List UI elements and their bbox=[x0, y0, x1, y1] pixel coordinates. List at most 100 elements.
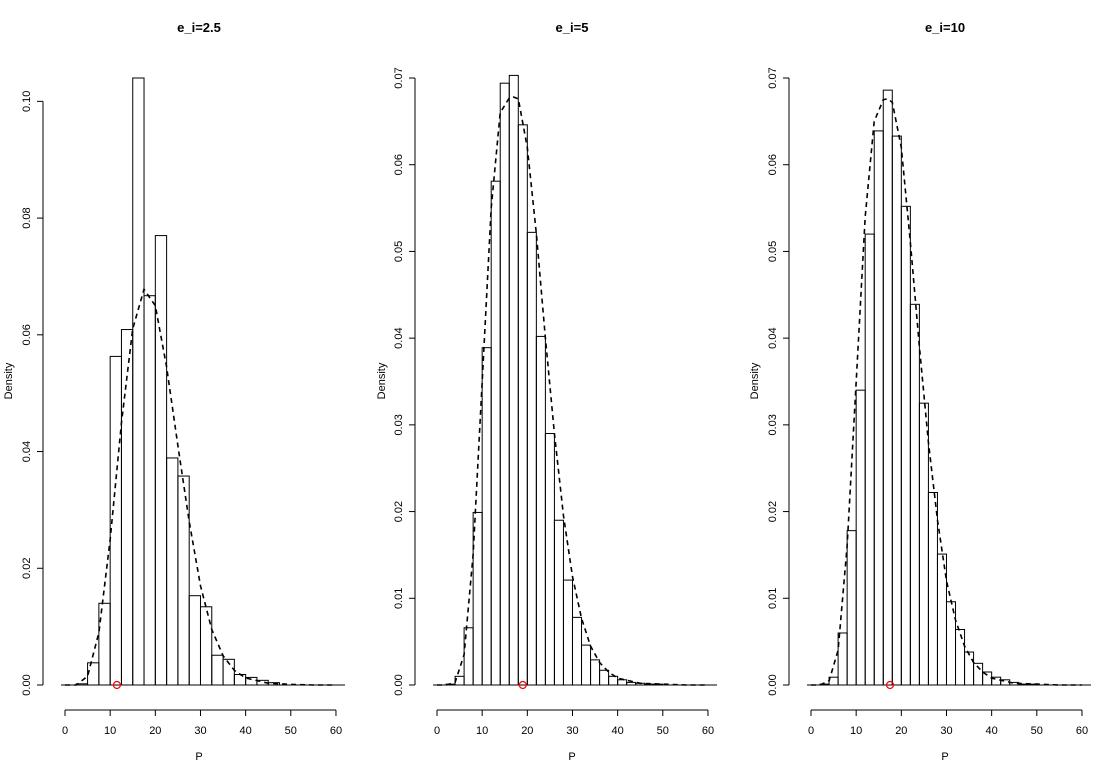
x-tick-label: 40 bbox=[612, 725, 624, 737]
histogram-bar bbox=[177, 475, 190, 686]
observed-value-marker bbox=[112, 680, 122, 690]
histogram-bar bbox=[626, 681, 637, 686]
x-axis: 0 10 20 30 40 50 60 bbox=[434, 709, 714, 737]
x-axis: 0 10 20 30 40 50 60 bbox=[62, 709, 342, 737]
histogram-bar bbox=[499, 82, 510, 686]
histogram-bars bbox=[819, 89, 1038, 686]
x-tick-label: 40 bbox=[986, 725, 998, 737]
histogram-bar bbox=[87, 662, 100, 686]
histogram-bar bbox=[837, 632, 848, 686]
y-tick-label: 0.08 bbox=[21, 207, 33, 228]
y-tick-label: 0.04 bbox=[393, 327, 405, 348]
y-tick-label: 0.01 bbox=[767, 588, 779, 609]
y-tick-label: 0.05 bbox=[393, 241, 405, 262]
histogram-bar bbox=[544, 433, 555, 686]
panel-title: e_i=5 bbox=[556, 20, 589, 35]
histogram-bar bbox=[535, 335, 546, 686]
y-tick-label: 0.00 bbox=[21, 674, 33, 695]
histogram-bar bbox=[166, 457, 179, 686]
y-tick-label: 0.02 bbox=[767, 501, 779, 522]
x-tick-label: 30 bbox=[566, 725, 578, 737]
histogram-bar bbox=[873, 130, 884, 686]
histogram-bar bbox=[553, 519, 564, 686]
x-axis: 0 10 20 30 40 50 60 bbox=[808, 709, 1088, 737]
x-tick-label: 0 bbox=[62, 725, 68, 737]
x-tick-label: 10 bbox=[104, 725, 116, 737]
x-tick-label: 60 bbox=[330, 725, 342, 737]
histogram-bar bbox=[909, 303, 920, 686]
y-tick-label: 0.03 bbox=[393, 414, 405, 435]
y-tick-label: 0.04 bbox=[21, 441, 33, 462]
y-tick-label: 0.10 bbox=[21, 91, 33, 112]
histogram-bar bbox=[222, 658, 235, 686]
x-tick-label: 30 bbox=[940, 725, 952, 737]
x-tick-label: 10 bbox=[476, 725, 488, 737]
density-curve bbox=[65, 287, 336, 686]
x-axis-label: P bbox=[568, 751, 575, 763]
y-tick-label: 0.02 bbox=[393, 501, 405, 522]
histogram-bar bbox=[517, 124, 528, 686]
y-tick-label: 0.07 bbox=[767, 67, 779, 88]
observed-value-marker bbox=[518, 680, 527, 690]
histogram-panel-ei-5: e_i=5 P Density 0 10 20 30 40 50 600.000.010.0… bbox=[376, 20, 717, 763]
x-tick-label: 50 bbox=[657, 725, 669, 737]
histogram-bars bbox=[445, 74, 664, 686]
y-tick-label: 0.00 bbox=[393, 674, 405, 695]
histogram-panel-ei-10: e_i=10 P Density 0 10 20 30 40 50 600.000.010.… bbox=[749, 20, 1091, 763]
histogram-bar bbox=[188, 595, 201, 686]
histogram-bar bbox=[955, 629, 966, 686]
x-axis-label: P bbox=[941, 751, 948, 763]
histogram-bar bbox=[562, 579, 573, 686]
density-curve bbox=[811, 97, 1082, 686]
observed-value-marker bbox=[885, 680, 895, 690]
histogram-bar bbox=[508, 74, 519, 686]
histogram-bar bbox=[590, 659, 601, 686]
y-axis: 0.00 0.02 0.04 0.06 0.08 0.10 bbox=[21, 91, 44, 696]
x-tick-label: 20 bbox=[521, 725, 533, 737]
histogram-bar bbox=[900, 205, 911, 686]
histogram-bar bbox=[864, 233, 875, 686]
y-axis-label: Density bbox=[376, 362, 388, 399]
histogram-bar bbox=[526, 231, 537, 686]
histogram-bar bbox=[855, 389, 866, 686]
histogram-bar bbox=[891, 135, 902, 686]
x-tick-label: 60 bbox=[1076, 725, 1088, 737]
histogram-bar bbox=[846, 530, 857, 686]
histogram-bars bbox=[75, 77, 281, 686]
histogram-bar bbox=[481, 347, 492, 686]
histogram-bar bbox=[927, 491, 938, 686]
y-tick-label: 0.06 bbox=[767, 154, 779, 175]
histogram-bar bbox=[490, 180, 501, 686]
x-tick-label: 20 bbox=[149, 725, 161, 737]
y-tick-label: 0.02 bbox=[21, 558, 33, 579]
x-tick-label: 50 bbox=[1031, 725, 1043, 737]
panel-title: e_i=10 bbox=[925, 20, 965, 35]
histogram-bar bbox=[154, 235, 168, 686]
y-axis: 0.00 0.01 0.02 0.03 0.04 0.05 0.06 0.07 bbox=[767, 67, 790, 696]
histogram-bar bbox=[233, 673, 247, 686]
x-tick-label: 30 bbox=[194, 725, 206, 737]
histogram-bar bbox=[571, 616, 583, 686]
x-tick-label: 0 bbox=[434, 725, 440, 737]
x-tick-label: 60 bbox=[702, 725, 714, 737]
y-tick-label: 0.04 bbox=[767, 327, 779, 348]
x-tick-label: 50 bbox=[285, 725, 297, 737]
y-tick-label: 0.03 bbox=[767, 414, 779, 435]
y-axis-label: Density bbox=[749, 362, 761, 399]
histogram-bar bbox=[608, 675, 619, 686]
x-tick-label: 20 bbox=[895, 725, 907, 737]
x-tick-label: 0 bbox=[808, 725, 814, 737]
y-tick-label: 0.06 bbox=[393, 154, 405, 175]
histogram-bar bbox=[143, 295, 156, 686]
histogram-bar bbox=[882, 89, 893, 686]
y-tick-label: 0.06 bbox=[21, 324, 33, 345]
histogram-bar bbox=[617, 679, 628, 686]
panel-title: e_i=2.5 bbox=[177, 20, 221, 35]
histogram-bar bbox=[132, 77, 145, 686]
histogram-bar bbox=[211, 654, 224, 686]
histogram-bar bbox=[918, 402, 929, 686]
histogram-bar bbox=[98, 602, 111, 686]
y-axis: 0.00 0.01 0.02 0.03 0.04 0.05 0.06 0.07 bbox=[393, 67, 416, 696]
histogram-bar bbox=[964, 651, 975, 686]
